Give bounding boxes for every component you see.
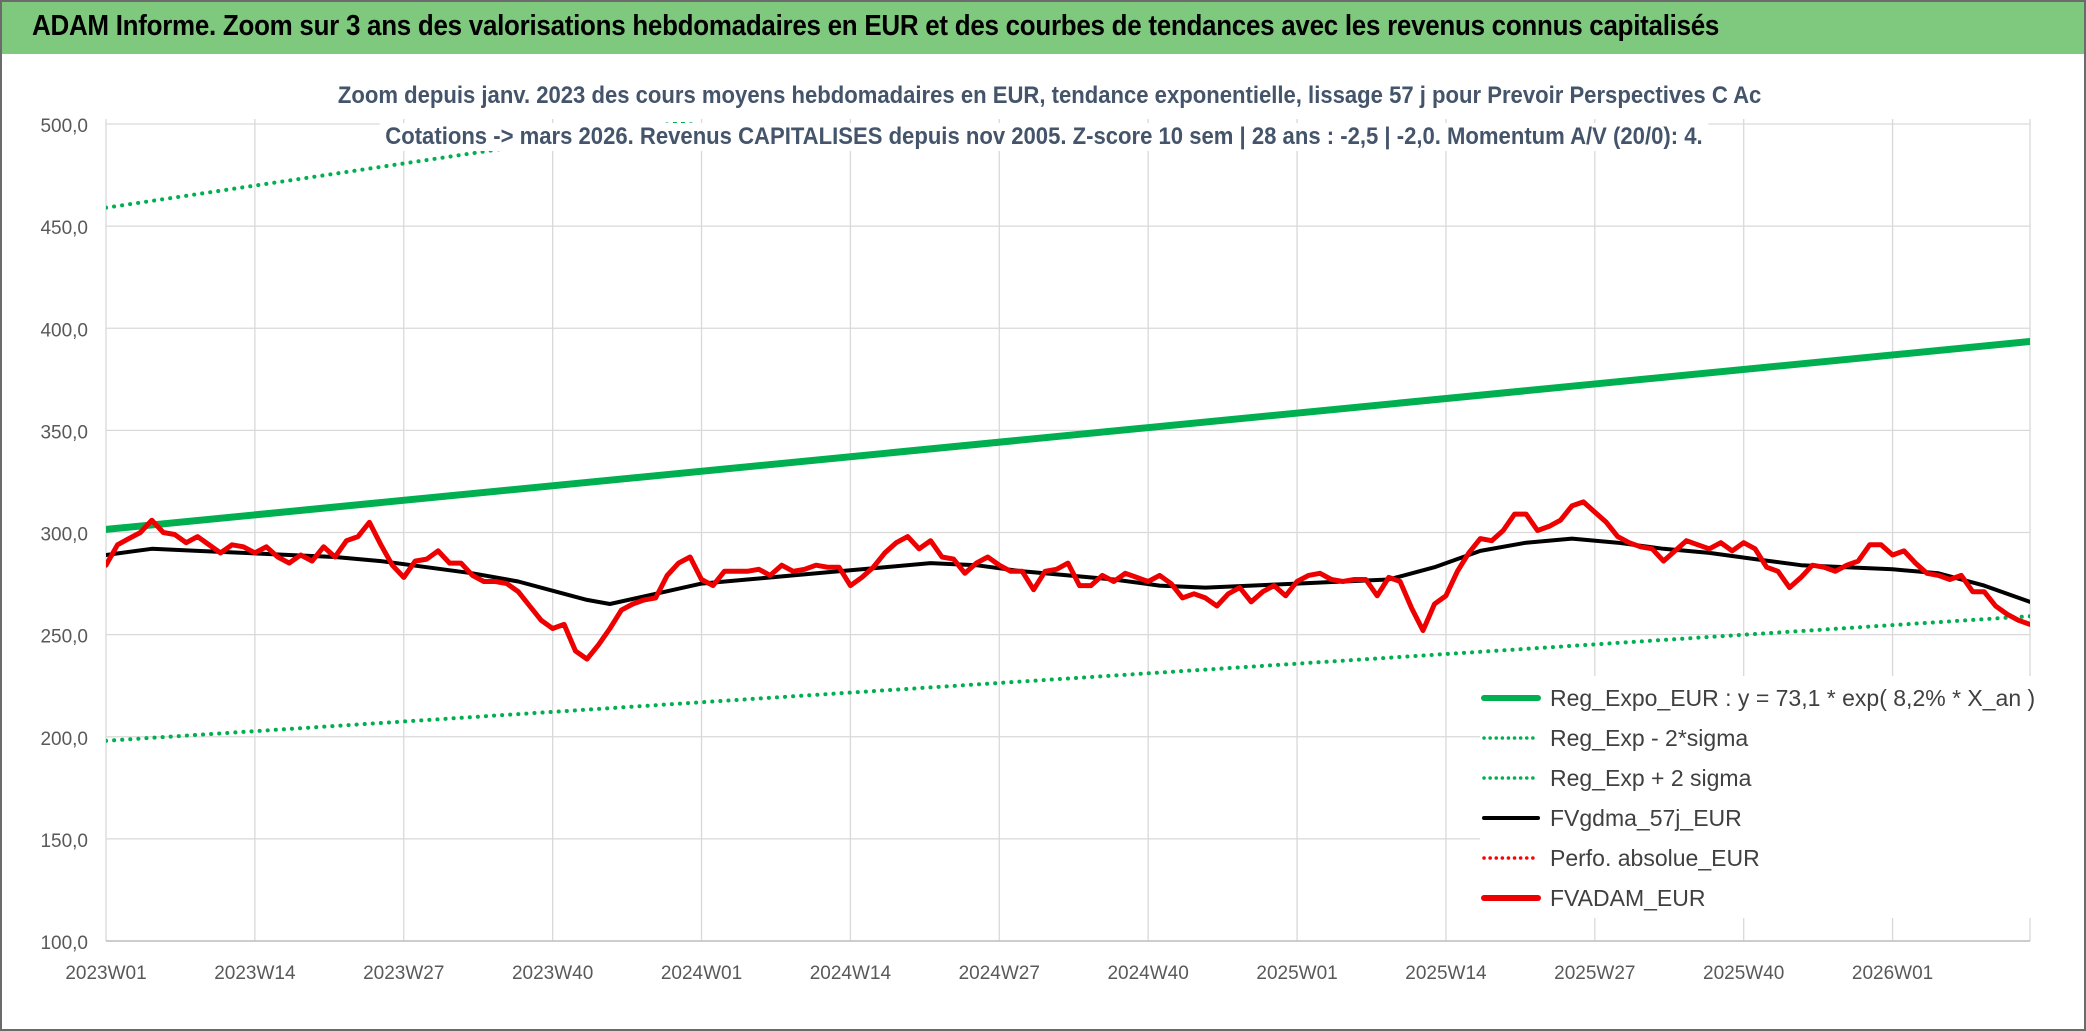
legend-swatch	[1482, 816, 1540, 820]
y-tick-label: 250,0	[40, 627, 88, 648]
legend-label: FVgdma_57j_EUR	[1550, 804, 1742, 831]
legend-label: Reg_Expo_EUR : y = 73,1 * exp( 8,2% * X_…	[1550, 684, 2036, 711]
x-tick-label: 2024W40	[1107, 963, 1188, 984]
legend-swatch	[1482, 856, 1540, 860]
series-line-reg-exp-2-sigma	[106, 614, 2030, 743]
legend-item: FVgdma_57j_EUR	[1480, 798, 2040, 838]
x-tick-label: 2024W27	[959, 963, 1040, 984]
legend-item: Perfo. absolue_EUR	[1480, 838, 2040, 878]
legend-item: Reg_Exp - 2*sigma	[1480, 718, 2040, 758]
x-tick-label: 2025W01	[1256, 963, 1337, 984]
y-tick-label: 100,0	[40, 933, 88, 954]
y-tick-label: 500,0	[40, 116, 88, 137]
legend-swatch	[1482, 736, 1540, 740]
y-tick-label: 300,0	[40, 525, 88, 546]
page-title: ADAM Informe. Zoom sur 3 ans des valoris…	[32, 10, 1720, 42]
axis-layer: 100,0 150,0 200,0 250,0 300,0 350,0 400,0 450,0…	[40, 116, 2030, 984]
legend-item: FVADAM_EUR	[1480, 878, 2040, 918]
legend-swatch	[1481, 895, 1541, 901]
x-tick-label: 2026W01	[1852, 963, 1933, 984]
y-tick-label: 400,0	[40, 320, 88, 341]
x-tick-label: 2024W01	[661, 963, 742, 984]
x-tick-label: 2023W40	[512, 963, 593, 984]
x-tick-label: 2025W14	[1405, 963, 1487, 984]
series-line-reg-expo-eur-y-73-1-exp-8-2-x-an	[106, 338, 2030, 533]
y-tick-label: 200,0	[40, 729, 88, 750]
legend-item: Reg_Exp + 2 sigma	[1480, 758, 2040, 798]
series-layer	[106, 122, 2030, 743]
legend-label: Reg_Exp + 2 sigma	[1550, 764, 1752, 791]
series-line-reg-exp-2-sigma	[106, 122, 697, 210]
legend-label: Reg_Exp - 2*sigma	[1550, 724, 1749, 751]
x-tick-label: 2023W27	[363, 963, 444, 984]
legend-swatch	[1481, 695, 1541, 701]
legend-swatch	[1482, 776, 1540, 780]
x-tick-label: 2023W01	[65, 963, 146, 984]
legend-label: Perfo. absolue_EUR	[1550, 844, 1760, 871]
x-tick-label: 2023W14	[214, 963, 296, 984]
x-tick-label: 2025W40	[1703, 963, 1784, 984]
chart-subtitle: Cotations -> mars 2026. Revenus CAPITALI…	[379, 123, 1709, 151]
y-tick-label: 150,0	[40, 831, 88, 852]
header-band: ADAM Informe. Zoom sur 3 ans des valoris…	[2, 2, 2084, 54]
x-tick-label: 2024W14	[810, 963, 892, 984]
x-tick-label: 2025W27	[1554, 963, 1635, 984]
series-line-fvadam-eur	[106, 499, 2030, 662]
series-line-fvgdma-57j-eur	[106, 536, 2030, 606]
legend: Reg_Expo_EUR : y = 73,1 * exp( 8,2% * X_…	[1480, 676, 2040, 918]
legend-item: Reg_Expo_EUR : y = 73,1 * exp( 8,2% * X_…	[1480, 678, 2040, 718]
y-tick-label: 450,0	[40, 218, 88, 239]
y-tick-label: 350,0	[40, 422, 88, 443]
legend-label: FVADAM_EUR	[1550, 884, 1706, 911]
chart-title: Zoom depuis janv. 2023 des cours moyens …	[332, 82, 1767, 110]
